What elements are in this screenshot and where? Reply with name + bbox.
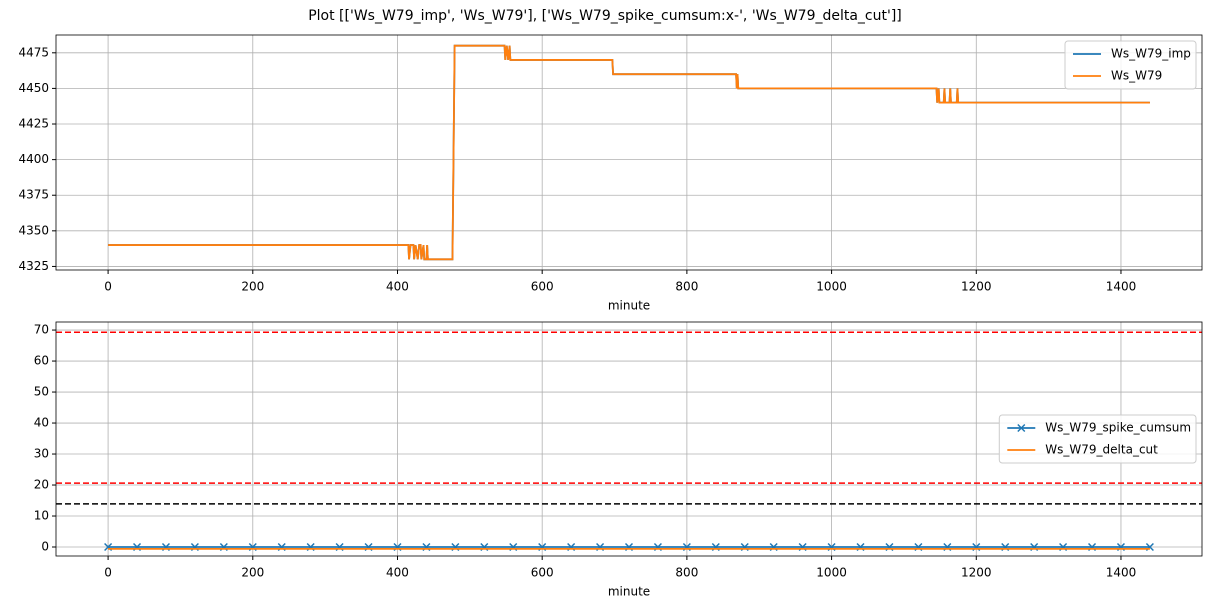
y-tick-label: 4475 [18,45,49,59]
legend-box [998,414,1197,464]
y-tick-label: 4450 [18,81,49,95]
figure-title: Plot [['Ws_W79_imp', 'Ws_W79'], ['Ws_W79… [308,8,902,24]
y-tick-label: 20 [34,478,49,492]
axes-frame [55,34,1203,271]
y-tick-label: 4400 [18,152,49,166]
x-tick-label: 0 [104,566,112,580]
x-tick-label: 200 [241,280,264,294]
x-axis-label: minute [608,585,650,599]
x-tick-label: 1400 [1106,280,1137,294]
series-line [108,44,1150,261]
y-tick-label: 0 [41,540,49,554]
x-tick-label: 400 [386,566,409,580]
y-tick-label: 40 [34,416,49,430]
legend-box [1064,40,1197,90]
y-tick-label: 4350 [18,223,49,237]
legend-label: Ws_W79_imp [1111,47,1191,61]
legend-marker [1017,423,1026,433]
x-tick-label: 1000 [816,566,847,580]
x-tick-label: 800 [675,566,698,580]
x-tick-label: 1200 [961,280,992,294]
axes-frame [55,321,1203,557]
y-tick-label: 4425 [18,117,49,131]
legend-label: Ws_W79_spike_cumsum [1045,421,1191,435]
x-tick-label: 1000 [816,280,847,294]
y-tick-label: 30 [34,447,49,461]
x-tick-label: 600 [531,280,554,294]
y-tick-label: 10 [34,509,49,523]
legend: Ws_W79_spike_cumsum Ws_W79_delta_cut [998,414,1197,464]
y-tick-label: 50 [34,385,49,399]
legend: Ws_W79_imp Ws_W79 [1064,40,1197,90]
x-axis-label: minute [608,299,650,313]
axes: 0 200 400 600 800 1000 1200 1400 4325 4350 4375 440… [18,34,1203,313]
x-tick-label: 800 [675,280,698,294]
legend-label: Ws_W79_delta_cut [1045,443,1158,457]
y-tick-label: 70 [34,323,49,337]
x-tick-label: 1200 [961,566,992,580]
legend-label: Ws_W79 [1111,69,1162,83]
x-tick-label: 0 [104,280,112,294]
y-tick-label: 4375 [18,188,49,202]
series-line [108,44,1150,261]
y-tick-label: 4325 [18,259,49,273]
x-tick-label: 200 [241,566,264,580]
x-tick-label: 600 [531,566,554,580]
y-tick-label: 60 [34,354,49,368]
x-tick-label: 400 [386,280,409,294]
x-tick-label: 1400 [1106,566,1137,580]
axes: 0 200 400 600 800 1000 1200 1400 0 10 20 30 40 50 60 70… [34,321,1203,599]
